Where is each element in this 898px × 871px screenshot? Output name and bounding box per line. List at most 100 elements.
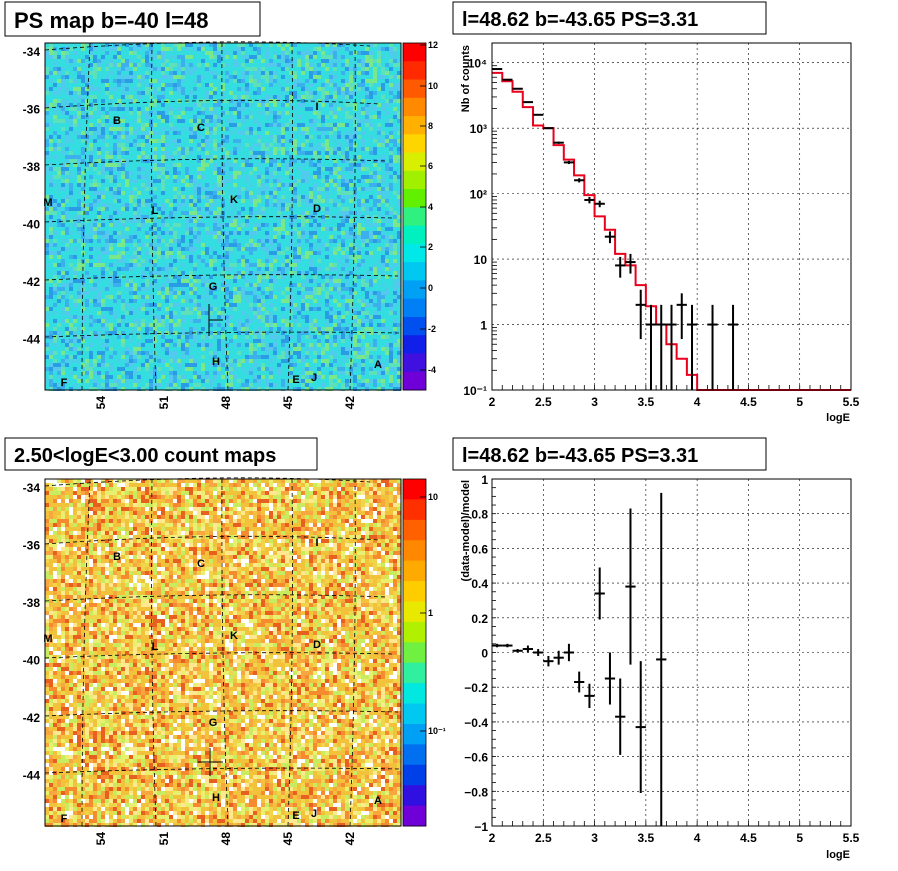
map-y-tick-label: -44	[23, 333, 41, 347]
source-label-j: J	[311, 808, 317, 820]
colorbar-segment	[403, 723, 426, 745]
residual-x-tick-label: 3	[591, 831, 598, 845]
map-x-tick-label: 45	[281, 832, 295, 846]
residual-y-tick-label: 0.4	[471, 577, 488, 591]
spectrum-title-box	[452, 1, 767, 35]
colorbar-segment	[403, 479, 426, 500]
map-y-tick-label: -38	[23, 596, 41, 610]
spectrum-data-point	[584, 196, 595, 204]
map-y-tick-label: -44	[23, 769, 41, 783]
map-x-tick-label: 48	[219, 832, 233, 846]
map-x-tick-label: 45	[281, 396, 295, 410]
residual-data-point	[502, 643, 513, 648]
colorbar-segment	[403, 805, 426, 827]
residual-title-box	[452, 437, 767, 471]
spectrum-y-tick-label: 10³	[470, 122, 487, 136]
colorbar-segment	[403, 519, 426, 541]
residual-y-tick-label: −1	[474, 820, 488, 834]
residual-y-tick-label: 0.6	[471, 542, 488, 556]
colorbar-tick-label: 8	[428, 121, 433, 131]
residual-data-point	[656, 492, 667, 826]
colorbar-segment	[403, 207, 426, 227]
spectrum-data-point	[533, 113, 544, 116]
spectrum-x-tick-label: 2	[489, 395, 496, 409]
spectrum-data-point	[676, 293, 687, 340]
residual-data-point	[553, 650, 564, 665]
ps-map-y-ticks: -34 -36 -38 -40 -42 -44	[23, 45, 41, 347]
ps-map-frame	[44, 42, 402, 391]
spectrum-y-tick-label: 10⁴	[468, 57, 487, 71]
spectrum-data-point	[604, 231, 616, 244]
source-label-d: D	[313, 639, 321, 651]
count-map-y-ticks: -34 -36 -38 -40 -42 -44	[23, 481, 41, 783]
count-colorbar: 10 1 10⁻¹	[402, 478, 446, 827]
colorbar-tick-label: 12	[428, 40, 438, 50]
spectrum-x-axis-label: logE	[826, 412, 850, 424]
spectrum-x-tick-label: 3.5	[638, 395, 655, 409]
residual-y-tick-label: 0	[481, 647, 488, 661]
map-x-tick-label: 54	[94, 396, 108, 410]
count-map-marker-cross	[198, 748, 223, 776]
map-y-tick-label: -40	[23, 218, 41, 232]
source-label-i: I	[315, 537, 318, 549]
ps-map-marker-cross	[208, 304, 223, 336]
map-y-tick-label: -40	[23, 654, 41, 668]
spectrum-data-point	[502, 78, 513, 81]
spectrum-data-point	[625, 253, 636, 274]
map-y-tick-label: -34	[23, 481, 41, 495]
spectrum-y-tick-label: 10	[474, 253, 488, 267]
spectrum-y-tick-label: 1	[480, 319, 487, 333]
map-x-tick-label: 42	[343, 396, 357, 410]
colorbar-segment	[403, 560, 426, 582]
residual-data-point	[615, 678, 626, 755]
colorbar-segment	[403, 581, 426, 602]
source-label-d: D	[313, 203, 321, 215]
count-map-x-ticks: 54 51 48 45 42	[94, 832, 357, 846]
colorbar-tick-label: 0	[428, 283, 433, 293]
map-pixels	[45, 43, 401, 391]
map-y-tick-label: -42	[23, 275, 41, 289]
colorbar-segment	[403, 764, 426, 786]
residual-panel: l=48.62 b=-43.65 PS=3.31 2 2.5 3 3.5 4 4.5 5 5.…	[452, 437, 860, 861]
colorbar-segment	[403, 225, 426, 245]
spectrum-x-tick-label: 2.5	[535, 395, 552, 409]
longitude-line	[349, 478, 356, 827]
source-label-g: G	[209, 281, 218, 293]
source-label-b: B	[113, 551, 121, 563]
spectrum-data-point	[553, 141, 564, 144]
spectrum-y-axis-label: Nb of counts	[460, 45, 472, 112]
residual-x-tick-label: 2.5	[535, 831, 552, 845]
residual-y-tick-label: −0.8	[464, 785, 488, 799]
spectrum-data-point	[656, 304, 667, 390]
ps-map-title: PS map b=-40 l=48	[14, 8, 208, 33]
colorbar-tick-label: 4	[428, 202, 433, 212]
source-label-m: M	[43, 197, 52, 209]
latitude-line	[44, 477, 371, 487]
residual-y-tick-label: −0.6	[464, 751, 488, 765]
map-pixels	[45, 43, 401, 391]
residual-data-point	[492, 643, 503, 648]
residual-data-point	[543, 655, 554, 667]
colorbar-segment	[403, 371, 426, 391]
residual-plot-area	[492, 479, 851, 826]
map-x-tick-label: 51	[157, 396, 171, 410]
map-y-tick-label: -42	[23, 711, 41, 725]
count-map-panel: 2.50<logE<3.00 count maps 10 1 10⁻¹ -34 -36…	[4, 437, 446, 846]
map-pixels	[45, 479, 401, 827]
longitude-line	[81, 42, 91, 391]
source-label-b: B	[113, 115, 121, 127]
spectrum-y-tick-label: 10²	[470, 188, 487, 202]
map-x-tick-label: 42	[343, 832, 357, 846]
source-label-i: I	[315, 101, 318, 113]
source-label-c: C	[197, 122, 205, 134]
map-y-tick-label: -34	[23, 45, 41, 59]
residual-data-point	[584, 683, 595, 709]
spectrum-panel: l=48.62 b=-43.65 PS=3.31 2 2.5 3 3.5 4 4.5 5 5.…	[452, 1, 860, 424]
residual-data-point	[604, 652, 616, 705]
residual-plot: 2 2.5 3 3.5 4 4.5 5 5.5 −1 −0.8 −0.6 −0.4 −0.2 0 0.2 0.…	[464, 473, 859, 845]
residual-data-point	[574, 671, 585, 693]
residual-data-point	[563, 643, 575, 662]
longitude-line	[221, 478, 229, 827]
